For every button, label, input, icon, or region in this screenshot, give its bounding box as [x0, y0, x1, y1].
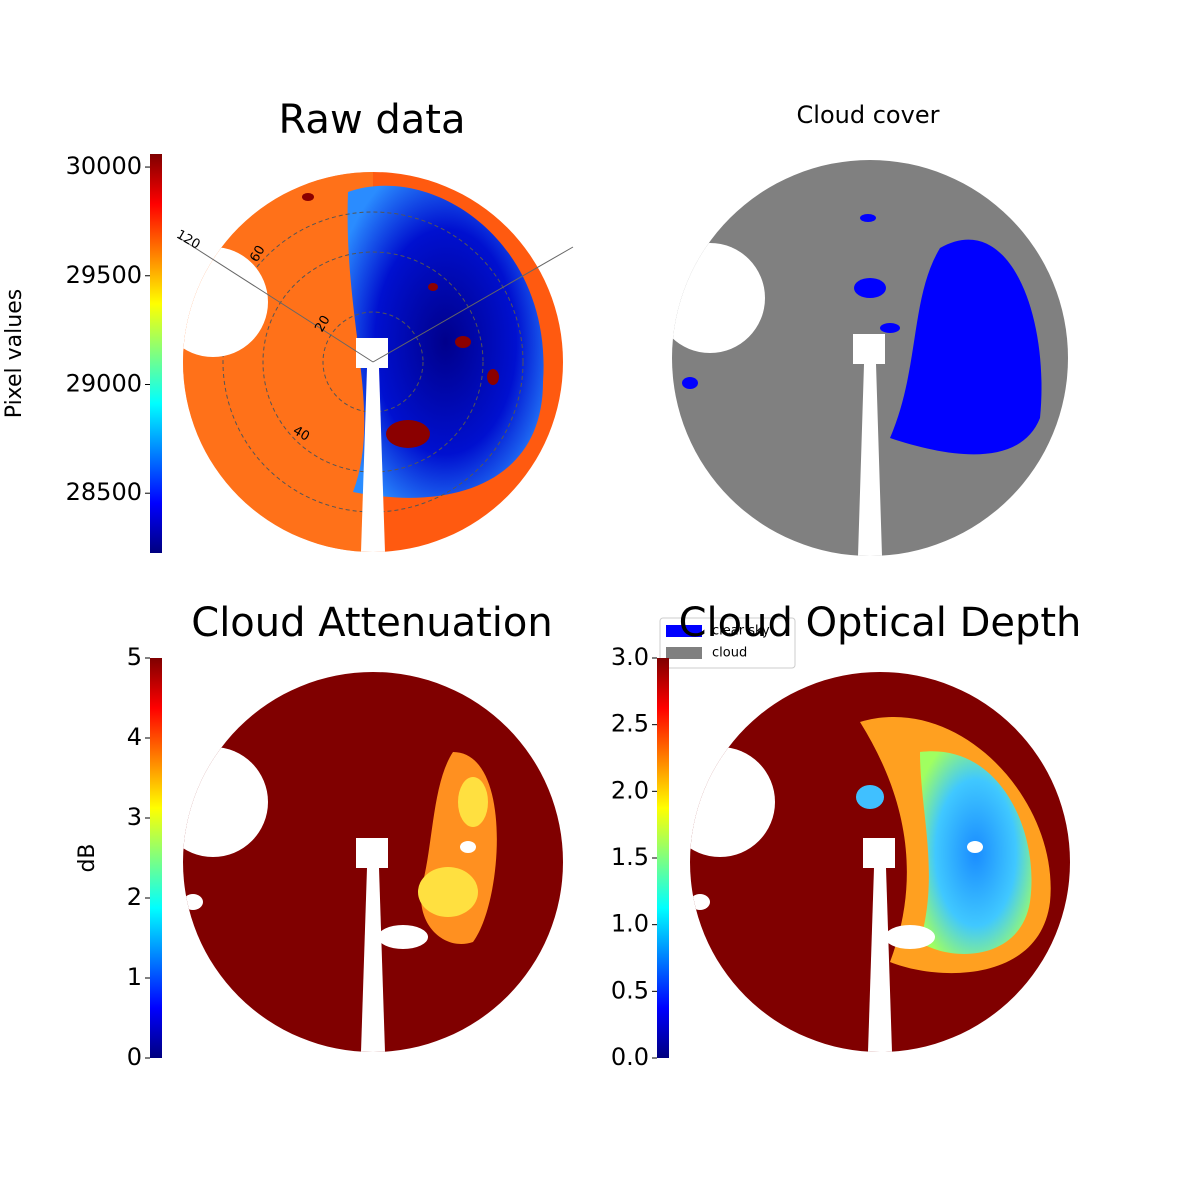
polar-ring	[222, 211, 524, 513]
polar-label: 20	[312, 313, 333, 335]
obstruction	[690, 747, 775, 857]
blob	[378, 925, 428, 949]
sky-region	[890, 239, 1042, 455]
blob	[455, 336, 471, 348]
polar-labels	[177, 236, 574, 363]
blob	[183, 894, 203, 910]
blob	[487, 369, 499, 385]
obstruction	[183, 247, 268, 357]
obstruction	[183, 747, 268, 857]
obstruction	[868, 868, 892, 1052]
obstruction	[356, 338, 388, 368]
colorbar-label: Pixel values	[2, 289, 27, 418]
obstruction	[863, 838, 895, 868]
colorbar	[150, 154, 162, 553]
obstruction	[361, 868, 385, 1052]
colorbar-tick-label: 5	[127, 643, 142, 671]
obstruction	[672, 243, 765, 353]
blob	[682, 377, 698, 389]
sky-image	[183, 672, 563, 1052]
sky-region	[347, 185, 544, 498]
colorbar-tick-label: 3.0	[611, 643, 649, 671]
colorbar-tick-label: 0	[127, 1043, 142, 1071]
colorbar-tick-label: 1.5	[611, 843, 649, 871]
colorbar-tick-label: 3	[127, 803, 142, 831]
polar-ring	[262, 251, 484, 473]
legend-swatch	[666, 625, 702, 637]
obstruction	[858, 364, 882, 556]
polar-axis	[177, 236, 374, 363]
legend-label: cloud	[712, 646, 747, 661]
panel-title: Cloud Optical Depth	[679, 600, 1082, 646]
obstruction	[356, 838, 388, 868]
blob	[460, 841, 476, 853]
blob	[690, 894, 710, 910]
colorbar-label: dB	[75, 843, 100, 872]
panel-title: Cloud cover	[797, 101, 940, 129]
legend-label: clear sky	[712, 624, 770, 639]
blob	[418, 867, 478, 917]
colorbar-tick-label: 28500	[66, 478, 142, 506]
blob	[428, 283, 438, 291]
panel-title: Cloud Attenuation	[191, 600, 552, 646]
sky-image	[690, 672, 1070, 1052]
obstruction	[853, 334, 885, 364]
blob	[386, 420, 430, 448]
polar-axis	[372, 246, 574, 363]
blob	[880, 323, 900, 333]
colorbar-tick-label: 0.0	[611, 1043, 649, 1071]
obstruction	[361, 368, 385, 552]
colorbar	[150, 658, 162, 1058]
blob	[854, 278, 886, 298]
polar-label: 120	[173, 227, 202, 252]
blob	[856, 785, 884, 809]
legend-swatch	[666, 647, 702, 659]
colorbar-tick-label: 1.0	[611, 910, 649, 938]
colorbar-tick-label: 2	[127, 883, 142, 911]
colorbar-tick-label: 29500	[66, 261, 142, 289]
cloud-region	[183, 172, 373, 552]
panel-title: Raw data	[279, 97, 466, 143]
blob	[860, 214, 876, 222]
colorbar-tick-label: 0.5	[611, 976, 649, 1004]
blob	[458, 777, 488, 827]
blob	[967, 841, 983, 853]
blob	[302, 193, 314, 201]
legend: clear sky cloud	[659, 617, 796, 669]
blob	[885, 925, 935, 949]
colorbar-tick-label: 2.5	[611, 710, 649, 738]
sky-image	[672, 160, 1068, 556]
polar-label: 60	[247, 243, 268, 265]
colorbar	[657, 658, 669, 1058]
colorbar-tick-label: 2.0	[611, 776, 649, 804]
colorbar-tick-label: 29000	[66, 369, 142, 397]
colorbar-tick-label: 1	[127, 963, 142, 991]
colorbar-tick-label: 4	[127, 723, 142, 751]
polar-label: 40	[290, 423, 312, 444]
sky-image	[183, 172, 563, 552]
colorbar-tick-label: 30000	[66, 152, 142, 180]
